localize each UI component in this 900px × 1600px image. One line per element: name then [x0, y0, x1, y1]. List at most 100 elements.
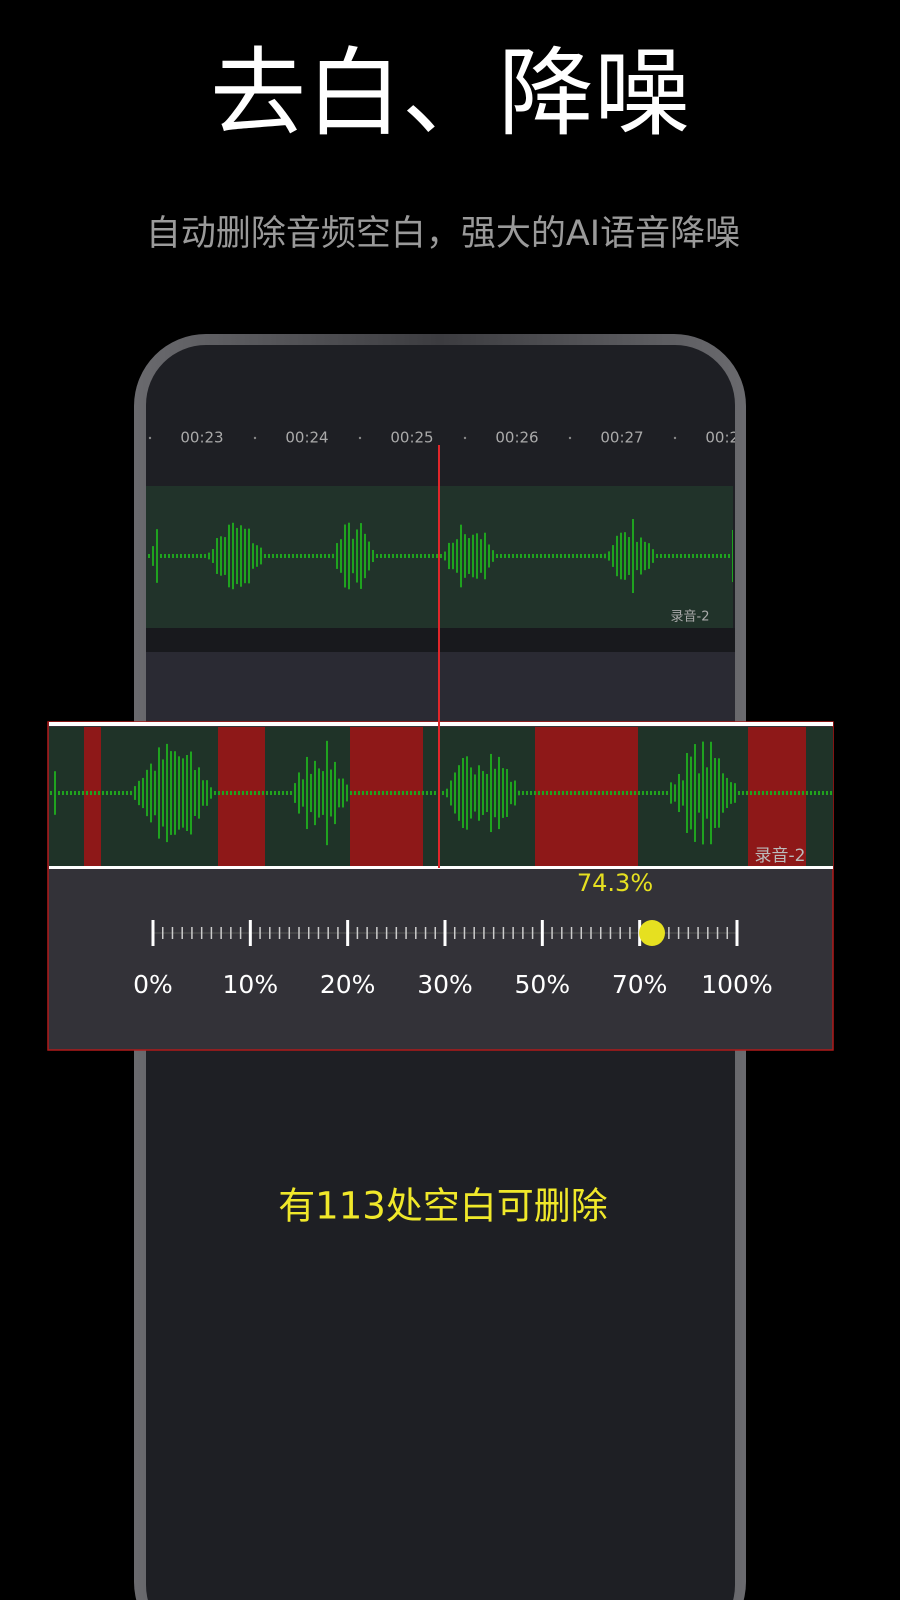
wave-bar	[236, 527, 238, 585]
wave-bar	[738, 791, 740, 795]
wave-bar	[630, 791, 632, 795]
wave-bar	[490, 753, 492, 833]
silence-block	[218, 727, 265, 866]
wave-bar	[344, 524, 346, 588]
wave-bar	[702, 741, 704, 845]
wave-bar	[622, 791, 624, 795]
wave-bar	[130, 790, 132, 796]
wave-bar	[454, 772, 456, 814]
wave-bar	[328, 554, 330, 558]
wave-bar	[318, 768, 320, 818]
wave-bar	[82, 791, 84, 795]
slider-tick-label: 20%	[320, 970, 376, 999]
result-message: 有113处空白可删除	[278, 1185, 608, 1228]
slider-tick-label: 70%	[612, 970, 668, 999]
wave-bar	[442, 791, 444, 795]
wave-bar	[342, 778, 344, 808]
wave-bar	[814, 791, 816, 795]
wave-bar	[612, 545, 614, 567]
wave-bar	[604, 553, 606, 559]
wave-bar	[298, 772, 300, 814]
wave-bar	[496, 554, 498, 558]
wave-bar	[596, 554, 598, 558]
track-label: 录音-2	[671, 609, 710, 625]
wave-bar	[440, 554, 442, 558]
wave-bar	[392, 554, 394, 558]
wave-bar	[692, 554, 694, 558]
wave-bar	[700, 554, 702, 558]
wave-bar	[358, 791, 360, 795]
wave-bar	[782, 791, 784, 795]
wave-bar	[594, 791, 596, 795]
wave-bar	[300, 554, 302, 558]
silence-block	[350, 727, 423, 866]
wave-bar	[284, 554, 286, 558]
wave-bar	[450, 780, 452, 806]
wave-bar	[636, 541, 638, 571]
wave-bar	[778, 791, 780, 795]
wave-bar	[192, 554, 194, 558]
slider-knob[interactable]	[639, 920, 665, 946]
time-label: 00:24	[285, 429, 328, 447]
wave-bar	[662, 791, 664, 795]
wave-bar	[366, 791, 368, 795]
wave-bar	[458, 765, 460, 821]
wave-bar	[186, 754, 188, 832]
wave-bar	[426, 791, 428, 795]
wave-bar	[254, 791, 256, 795]
wave-bar	[396, 554, 398, 558]
wave-bar	[216, 538, 218, 574]
wave-bar	[538, 791, 540, 795]
wave-bar	[652, 549, 654, 563]
wave-bar	[70, 791, 72, 795]
wave-bar	[580, 554, 582, 558]
wave-bar	[562, 791, 564, 795]
wave-bar	[230, 791, 232, 795]
wave-bar	[428, 554, 430, 558]
wave-bar	[432, 554, 434, 558]
wave-bar	[122, 791, 124, 795]
wave-bar	[732, 529, 733, 583]
wave-bar	[238, 791, 240, 795]
wave-bar	[802, 791, 804, 795]
wave-bar	[178, 756, 180, 830]
wave-bar	[248, 528, 250, 584]
wave-bar	[602, 791, 604, 795]
wave-bar	[616, 535, 618, 577]
wave-bar	[628, 537, 630, 575]
wave-bar	[448, 542, 450, 570]
wave-bar	[806, 791, 808, 795]
wave-bar	[618, 791, 620, 795]
wave-bar	[266, 791, 268, 795]
slider[interactable]: 0% 10% 20% 30% 50% 70% 100%	[133, 920, 773, 999]
wave-bar	[232, 522, 234, 590]
wave-bar	[400, 554, 402, 558]
slider-value: 74.3%	[577, 869, 653, 897]
wave-bar	[586, 791, 588, 795]
wave-bar	[668, 554, 670, 558]
wave-bar	[332, 553, 334, 559]
silence-block	[748, 727, 806, 866]
subtitle: 自动删除音频空白，强大的AI语音降噪	[146, 214, 740, 254]
wave-bar	[282, 791, 284, 795]
wave-bar	[188, 554, 190, 558]
slider-tick-label: 0%	[133, 970, 173, 999]
wave-bar	[244, 528, 246, 584]
wave-bar	[794, 791, 796, 795]
wave-bar	[464, 534, 466, 578]
wave-bar	[414, 791, 416, 795]
wave-bar	[184, 554, 186, 558]
wave-bar	[98, 791, 100, 795]
wave-bar	[510, 781, 512, 805]
wave-bar	[468, 538, 470, 574]
wave-bar	[534, 791, 536, 795]
wave-bar	[606, 791, 608, 795]
wave-bar	[476, 533, 478, 579]
time-dot	[253, 436, 257, 440]
wave-bar	[270, 791, 272, 795]
wave-bar	[660, 554, 662, 558]
wave-bar	[296, 554, 298, 558]
wave-bar	[94, 791, 96, 795]
wave-bar	[666, 791, 668, 795]
wave-bar	[754, 791, 756, 795]
